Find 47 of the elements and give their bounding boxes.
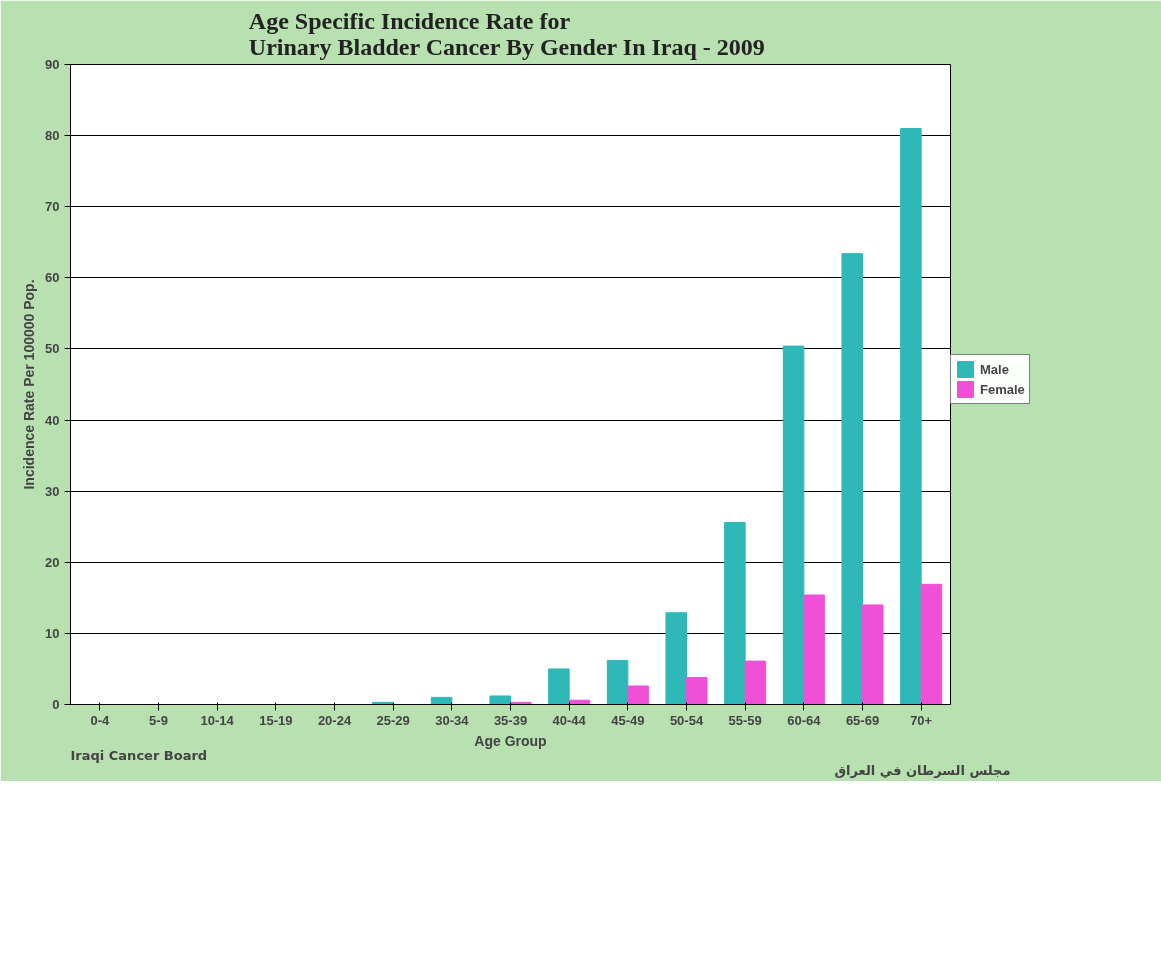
- bar: [744, 660, 767, 705]
- y-tick-label: 40: [45, 412, 60, 428]
- bar: [665, 612, 687, 705]
- x-tick-label: 15-19: [259, 712, 293, 728]
- bar: [900, 128, 922, 705]
- legend-label: Female: [980, 381, 1025, 397]
- bar: [606, 659, 629, 705]
- x-tick-label: 5-9: [149, 712, 168, 728]
- y-tick-label: 80: [45, 128, 60, 144]
- x-tick-label: 65-69: [845, 712, 880, 728]
- y-tick-label: 60: [45, 270, 60, 286]
- bar: [724, 521, 746, 705]
- y-tick-label: 30: [45, 483, 60, 499]
- bar: [548, 668, 570, 705]
- bar: [430, 696, 453, 705]
- x-tick-label: 45-49: [611, 712, 645, 728]
- x-tick-label: 40-44: [552, 712, 587, 728]
- bar: [841, 253, 863, 705]
- x-tick-label: 35-39: [493, 712, 528, 728]
- x-tick-label: 60-64: [787, 712, 822, 728]
- text: مجلس السرطان في العراق: [834, 762, 1011, 778]
- x-tick-label: 70+: [910, 712, 933, 728]
- x-tick-label: 25-29: [376, 712, 410, 728]
- x-tick-label: 55-59: [728, 712, 762, 728]
- y-tick-label: 0: [52, 697, 60, 712]
- y-tick-label: 50: [45, 341, 60, 357]
- bar: [920, 583, 943, 705]
- x-tick-label: 10-14: [200, 712, 235, 728]
- text: Iraqi Cancer Board: [70, 747, 208, 763]
- chart-title: Age Specific Incidence Rate for Urinary Bladder Cancer By Gender In Iraq - 2009: [248, 7, 765, 60]
- x-axis-title: Age Group: [474, 732, 547, 749]
- x-tick-label: 20-24: [317, 712, 352, 728]
- x-tick-label: 30-34: [435, 712, 470, 728]
- bar: [782, 345, 805, 705]
- y-axis-title: Incidence Rate Per 100000 Pop.: [21, 279, 38, 490]
- bar: [627, 685, 649, 705]
- x-tick-label: 50-54: [669, 712, 704, 728]
- legend-label: Male: [980, 361, 1009, 377]
- x-tick-label: 0-4: [90, 712, 110, 728]
- bar: [862, 604, 884, 705]
- y-tick-label: 20: [45, 554, 60, 570]
- y-tick-label: 10: [45, 625, 60, 641]
- y-tick-label: 90: [45, 57, 60, 72]
- bar: [686, 676, 708, 705]
- bar: [489, 695, 511, 705]
- y-tick-label: 70: [45, 199, 60, 215]
- bar: [803, 594, 825, 705]
